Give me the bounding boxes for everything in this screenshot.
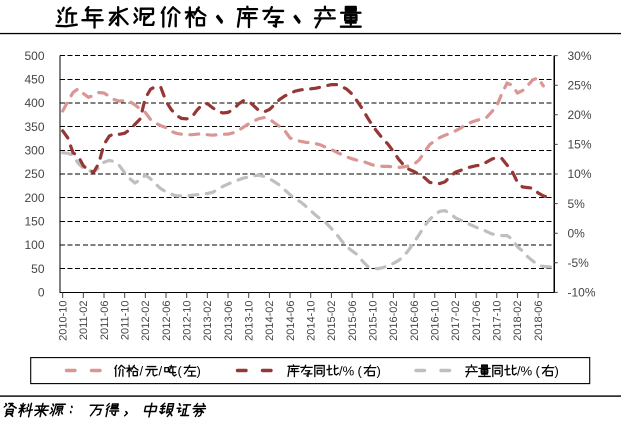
svg-text:15%: 15% xyxy=(568,138,592,152)
svg-text:2011-02: 2011-02 xyxy=(78,301,90,341)
svg-text:50: 50 xyxy=(31,262,45,276)
svg-text:): ) xyxy=(377,363,381,378)
svg-text:/%: /% xyxy=(517,363,533,378)
svg-text:30%: 30% xyxy=(568,49,592,63)
svg-text:0%: 0% xyxy=(568,226,586,240)
svg-text:2013-10: 2013-10 xyxy=(243,301,255,341)
svg-text:2017-02: 2017-02 xyxy=(450,301,462,341)
svg-text:/: / xyxy=(159,363,163,378)
svg-text:25%: 25% xyxy=(568,78,592,92)
svg-text:2013-02: 2013-02 xyxy=(202,301,214,341)
svg-text:100: 100 xyxy=(24,238,44,252)
svg-text:2015-06: 2015-06 xyxy=(347,301,359,341)
svg-text:2018-06: 2018-06 xyxy=(533,301,545,341)
svg-text:2017-06: 2017-06 xyxy=(471,300,483,340)
svg-text:2012-10: 2012-10 xyxy=(181,301,193,341)
svg-text:200: 200 xyxy=(24,191,44,205)
svg-text:(: ( xyxy=(536,363,541,378)
svg-text:2011-06: 2011-06 xyxy=(99,301,111,341)
svg-text:250: 250 xyxy=(24,167,44,181)
svg-text:2016-02: 2016-02 xyxy=(388,301,400,341)
svg-text:2018-02: 2018-02 xyxy=(512,301,524,341)
svg-text:2011-10: 2011-10 xyxy=(119,301,131,341)
svg-text:(: ( xyxy=(178,363,183,378)
svg-text:(: ( xyxy=(358,363,363,378)
svg-text:10%: 10% xyxy=(568,167,592,181)
svg-text:0: 0 xyxy=(38,286,45,300)
svg-text:20%: 20% xyxy=(568,108,592,122)
svg-text:2012-06: 2012-06 xyxy=(161,301,173,341)
svg-text:500: 500 xyxy=(24,49,44,63)
svg-text:-5%: -5% xyxy=(568,256,590,270)
svg-text:/: / xyxy=(140,363,144,378)
svg-text:2016-10: 2016-10 xyxy=(430,301,442,341)
svg-text:350: 350 xyxy=(24,120,44,134)
svg-text:2015-02: 2015-02 xyxy=(326,301,338,341)
svg-text:): ) xyxy=(555,363,559,378)
svg-text:2014-10: 2014-10 xyxy=(306,301,318,341)
svg-text:2014-06: 2014-06 xyxy=(285,301,297,341)
svg-text:/%: /% xyxy=(339,363,355,378)
svg-text:2012-02: 2012-02 xyxy=(140,301,152,341)
svg-text:-10%: -10% xyxy=(568,286,596,300)
svg-text:5%: 5% xyxy=(568,197,586,211)
svg-text:2016-06: 2016-06 xyxy=(409,301,421,341)
svg-text:2013-06: 2013-06 xyxy=(223,301,235,341)
svg-text:2015-10: 2015-10 xyxy=(368,301,380,341)
svg-text:150: 150 xyxy=(24,215,44,229)
svg-text:400: 400 xyxy=(24,96,44,110)
svg-text:): ) xyxy=(197,363,201,378)
svg-text:2017-10: 2017-10 xyxy=(492,301,504,341)
svg-text:450: 450 xyxy=(24,73,44,87)
svg-text:300: 300 xyxy=(24,144,44,158)
svg-text:2014-02: 2014-02 xyxy=(264,301,276,341)
svg-text:2010-10: 2010-10 xyxy=(57,301,69,341)
